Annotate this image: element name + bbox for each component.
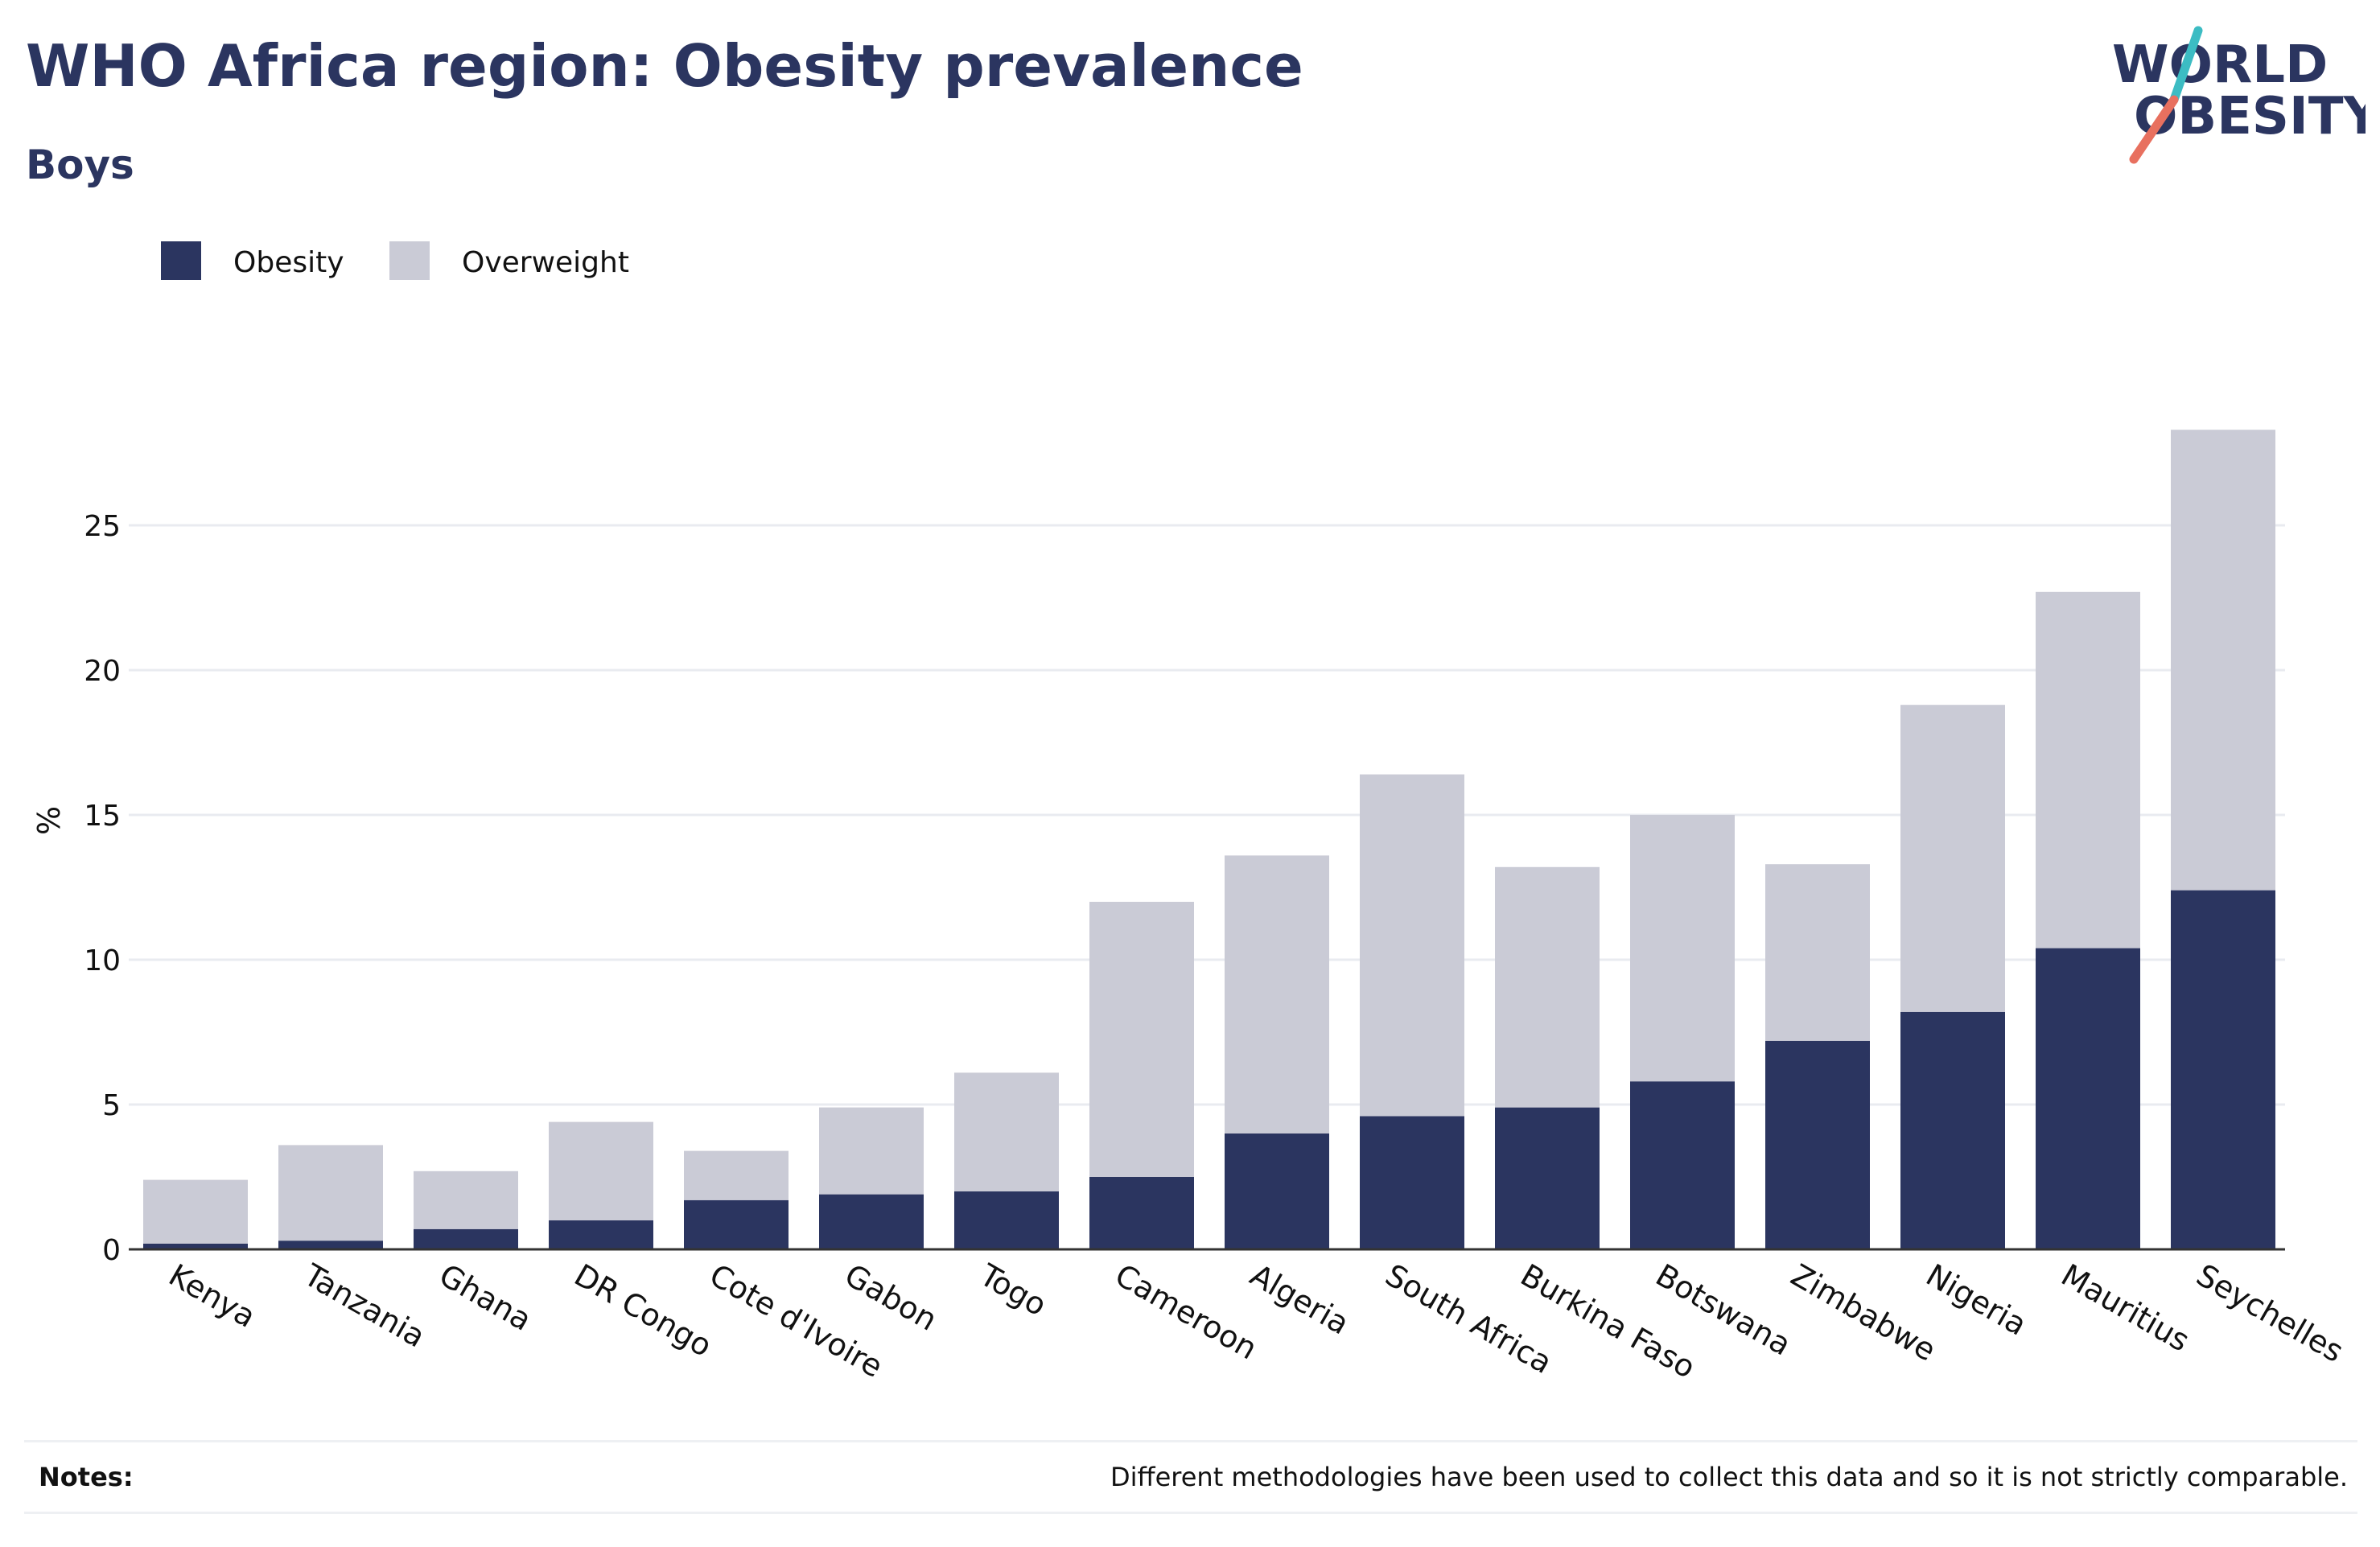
bar-obesity-12 (1765, 1040, 1870, 1249)
bar-overweight-9 (1360, 774, 1464, 1117)
bar-overweight-6 (954, 1072, 1059, 1191)
x-tick-label: Kenya (163, 1257, 262, 1335)
legend-swatch-overweight (389, 241, 430, 280)
chart-subtitle: Boys (26, 142, 134, 188)
bar-obesity-0 (143, 1243, 248, 1249)
bar-obesity-11 (1630, 1081, 1735, 1249)
y-axis: 0 5 10 15 20 25% (31, 510, 121, 1267)
bar-overweight-4 (684, 1150, 789, 1200)
x-tick-label: Tanzania (298, 1257, 431, 1354)
world-obesity-logo: WORLD OBESITY (2112, 26, 2366, 164)
bar-obesity-8 (1225, 1134, 1329, 1249)
bar-overweight-15 (2171, 430, 2275, 891)
bar-overweight-11 (1630, 815, 1735, 1082)
y-tick-label: 10 (84, 944, 121, 977)
x-tick-label: Mauritius (2056, 1257, 2196, 1359)
notes-bar: Notes: Different methodologies have been… (24, 1440, 2357, 1514)
y-tick-label: 20 (84, 655, 121, 688)
bar-overweight-7 (1089, 902, 1194, 1177)
bar-overweight-5 (819, 1107, 924, 1195)
legend-swatch-obesity (161, 241, 201, 280)
bar-obesity-7 (1089, 1177, 1194, 1249)
x-tick-label: Nigeria (1921, 1257, 2033, 1343)
bar-obesity-9 (1360, 1116, 1464, 1249)
x-tick-label: Ghana (434, 1257, 538, 1338)
notes-label: Notes: (39, 1462, 134, 1492)
x-tick-label: Cameroon (1110, 1257, 1263, 1367)
chart-title: WHO Africa region: Obesity prevalence (26, 32, 1303, 100)
bar-obesity-4 (684, 1199, 789, 1249)
bar-overweight-14 (2036, 591, 2140, 948)
logo-line-world: WORLD (2112, 35, 2328, 95)
y-tick-label: 15 (84, 800, 121, 833)
bar-obesity-2 (414, 1228, 518, 1249)
bar-overweight-1 (278, 1145, 383, 1241)
legend-label-obesity: Obesity (233, 246, 344, 279)
bar-obesity-5 (819, 1194, 924, 1249)
x-tick-label: DR Congo (569, 1257, 719, 1364)
bar-obesity-14 (2036, 948, 2140, 1249)
y-tick-label: 25 (84, 510, 121, 543)
x-tick-label: Gabon (839, 1257, 944, 1338)
y-axis-label: % (31, 806, 67, 835)
logo-slash-coral (2129, 95, 2179, 164)
bar-overweight-12 (1765, 864, 1870, 1041)
y-tick-label: 5 (102, 1089, 121, 1122)
bar-obesity-3 (549, 1220, 653, 1249)
bar-overweight-13 (1900, 705, 2005, 1012)
bar-overweight-8 (1225, 855, 1329, 1134)
x-tick-label: Togo (974, 1257, 1053, 1323)
bars (143, 430, 2275, 1249)
bar-overweight-3 (549, 1121, 653, 1220)
bar-obesity-13 (1900, 1011, 2005, 1249)
logo-slash-teal (2169, 26, 2203, 105)
x-tick-label: Seychelles (2191, 1257, 2349, 1369)
x-tick-label: Algeria (1245, 1257, 1356, 1342)
y-tick-label: 0 (102, 1234, 121, 1267)
legend-label-overweight: Overweight (462, 246, 629, 279)
bar-overweight-0 (143, 1179, 248, 1244)
bar-obesity-1 (278, 1240, 383, 1249)
x-tick-label: Zimbabwe (1785, 1257, 1942, 1368)
stacked-bar-chart: Obesity Overweight 0 5 10 15 20 25% Kenya Tanza… (31, 241, 2349, 1385)
bar-obesity-6 (954, 1191, 1059, 1249)
bar-obesity-10 (1495, 1107, 1600, 1249)
legend: Obesity Overweight (161, 241, 629, 280)
notes-text: Different methodologies have been used t… (1110, 1462, 2348, 1492)
bar-overweight-10 (1495, 866, 1600, 1108)
bar-obesity-15 (2171, 890, 2275, 1249)
bar-overweight-2 (414, 1171, 518, 1229)
